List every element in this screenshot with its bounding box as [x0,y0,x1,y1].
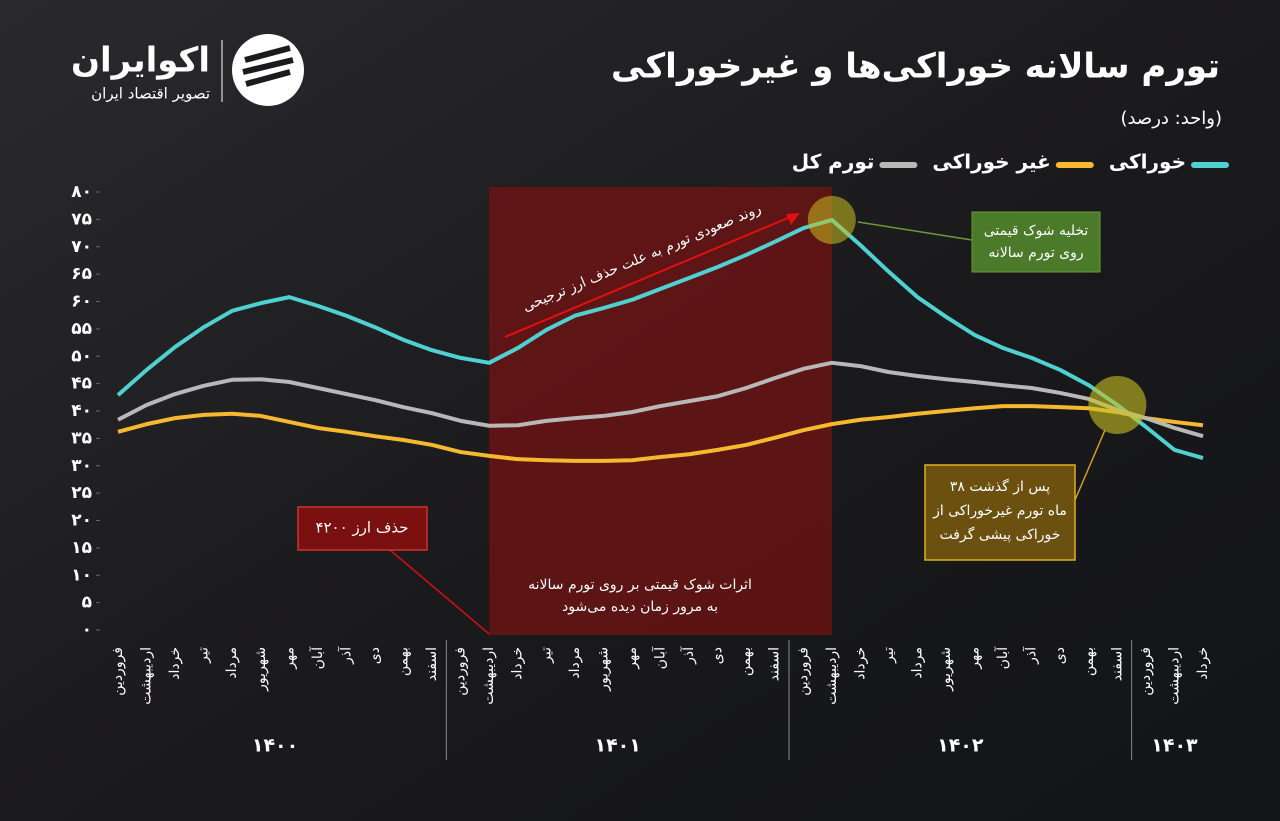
x-tick-label: آبان [994,646,1011,669]
x-tick-label: اسفند [767,647,783,681]
shock-label: تخلیه شوک قیمتی [984,223,1089,239]
y-tick-label: ۷۰ [71,237,92,257]
cross-marker [1088,375,1147,434]
series-line [117,404,1204,463]
trend-arrow [504,214,796,338]
peak-marker [807,195,856,244]
x-tick-label: فروردین [110,647,126,696]
x-tick-label: آذر [680,646,697,665]
removal-label: حذف ارز ۴۲۰۰ [315,519,408,537]
year-label: ۱۴۰۱ [594,735,640,757]
y-tick-label: ۶۰ [71,292,92,312]
effects-label: اثرات شوک قیمتی بر روی تورم سالانه [528,577,752,593]
y-tick-label: ۸۰ [71,182,92,202]
x-tick-label: تیر [538,647,554,664]
chart-subtitle: (واحد: درصد) [1120,108,1222,129]
legend-label: غیر خوراکی [932,150,1050,174]
highlight-period [489,187,832,635]
series-line [116,217,1204,461]
y-tick-label: ۶۵ [71,264,92,284]
x-tick-label: آذر [337,646,354,665]
effects-label: به مرور زمان دیده می‌شود [562,599,718,615]
logo-tagline: تصویر اقتصاد ایران [91,85,210,103]
year-label: ۱۴۰۳ [1151,735,1198,757]
x-tick-label: اسفند [1109,647,1125,681]
x-tick-label: مرداد [909,647,925,679]
legend-label: تورم کل [792,150,875,174]
x-tick-label: بهمن [396,647,412,676]
y-tick-label: ۴۵ [71,374,92,394]
logo: اکوایران تصویر اقتصاد ایران [71,34,304,106]
x-tick-label: بهمن [1081,647,1097,676]
cross-label: ماه تورم غیرخوراکی از [932,503,1067,519]
y-tick-label: ۲۵ [71,483,92,503]
x-tick-label: خرداد [510,647,526,680]
x-tick-label: خرداد [1195,647,1211,680]
x-tick-label: مهر [624,647,640,670]
series-line [117,360,1204,439]
y-tick-label: ۵۰ [71,346,92,366]
x-tick-label: فروردین [1138,647,1154,696]
year-label: ۱۴۰۰ [252,735,298,757]
y-tick-label: ۵۵ [71,319,92,339]
x-tick-label: اردیبهشت [139,647,155,705]
year-label: ۱۴۰۲ [937,735,984,757]
y-tick-label: ۰ [82,620,92,640]
x-tick-label: اردیبهشت [824,647,840,705]
y-tick-label: ۱۵ [71,538,92,558]
cross-box [924,464,1076,561]
x-tick-label: تیر [881,647,897,664]
removal-pointer [389,549,490,635]
x-tick-label: اسفند [424,647,440,681]
y-tick-label: ۳۰ [71,456,92,476]
x-tick-label: مرداد [224,647,240,679]
cross-label: پس از گذشت ۳۸ [950,478,1050,495]
y-tick-label: ۵ [82,593,92,613]
x-tick-label: خرداد [167,647,183,680]
y-tick-label: ۴۰ [71,401,92,421]
x-tick-label: بهمن [738,647,754,676]
x-tick-label: آبان [652,646,669,669]
logo-name: اکوایران [71,41,210,81]
x-tick-label: آذر [1023,646,1040,665]
x-tick-label: تیر [196,647,212,664]
x-tick-label: مهر [281,647,297,670]
x-tick-label: شهریور [253,647,269,692]
x-tick-label: دی [367,647,383,664]
x-tick-label: آبان [309,646,326,669]
cross-pointer [1074,429,1106,501]
x-tick-label: شهریور [938,647,954,692]
x-tick-label: اردیبهشت [1166,647,1182,705]
x-tick-label: اردیبهشت [481,647,497,705]
y-tick-label: ۷۵ [71,209,92,229]
x-tick-label: دی [1052,647,1068,664]
logo-stripes [242,45,294,87]
x-tick-label: شهریور [595,647,611,692]
trend-arrowhead [786,213,800,225]
removal-box [297,506,428,551]
x-tick-label: مهر [967,647,983,670]
x-tick-label: فروردین [453,647,469,696]
x-tick-label: خرداد [852,647,868,680]
x-tick-label: دی [710,647,726,664]
chart-title: تورم سالانه خوراکی‌ها و غیرخوراکی [611,47,1220,87]
y-tick-label: ۲۰ [71,511,92,531]
y-tick-label: ۱۰ [71,565,92,585]
x-tick-label: فروردین [795,647,811,696]
shock-label: روی تورم سالانه [988,245,1083,261]
x-tick-label: مرداد [567,647,583,679]
legend-label: خوراکی [1109,150,1186,174]
shock-pointer [857,221,973,241]
cross-label: خوراکی پیشی گرفت [940,526,1061,543]
y-tick-label: ۳۵ [71,428,92,448]
shock-box [971,211,1101,273]
